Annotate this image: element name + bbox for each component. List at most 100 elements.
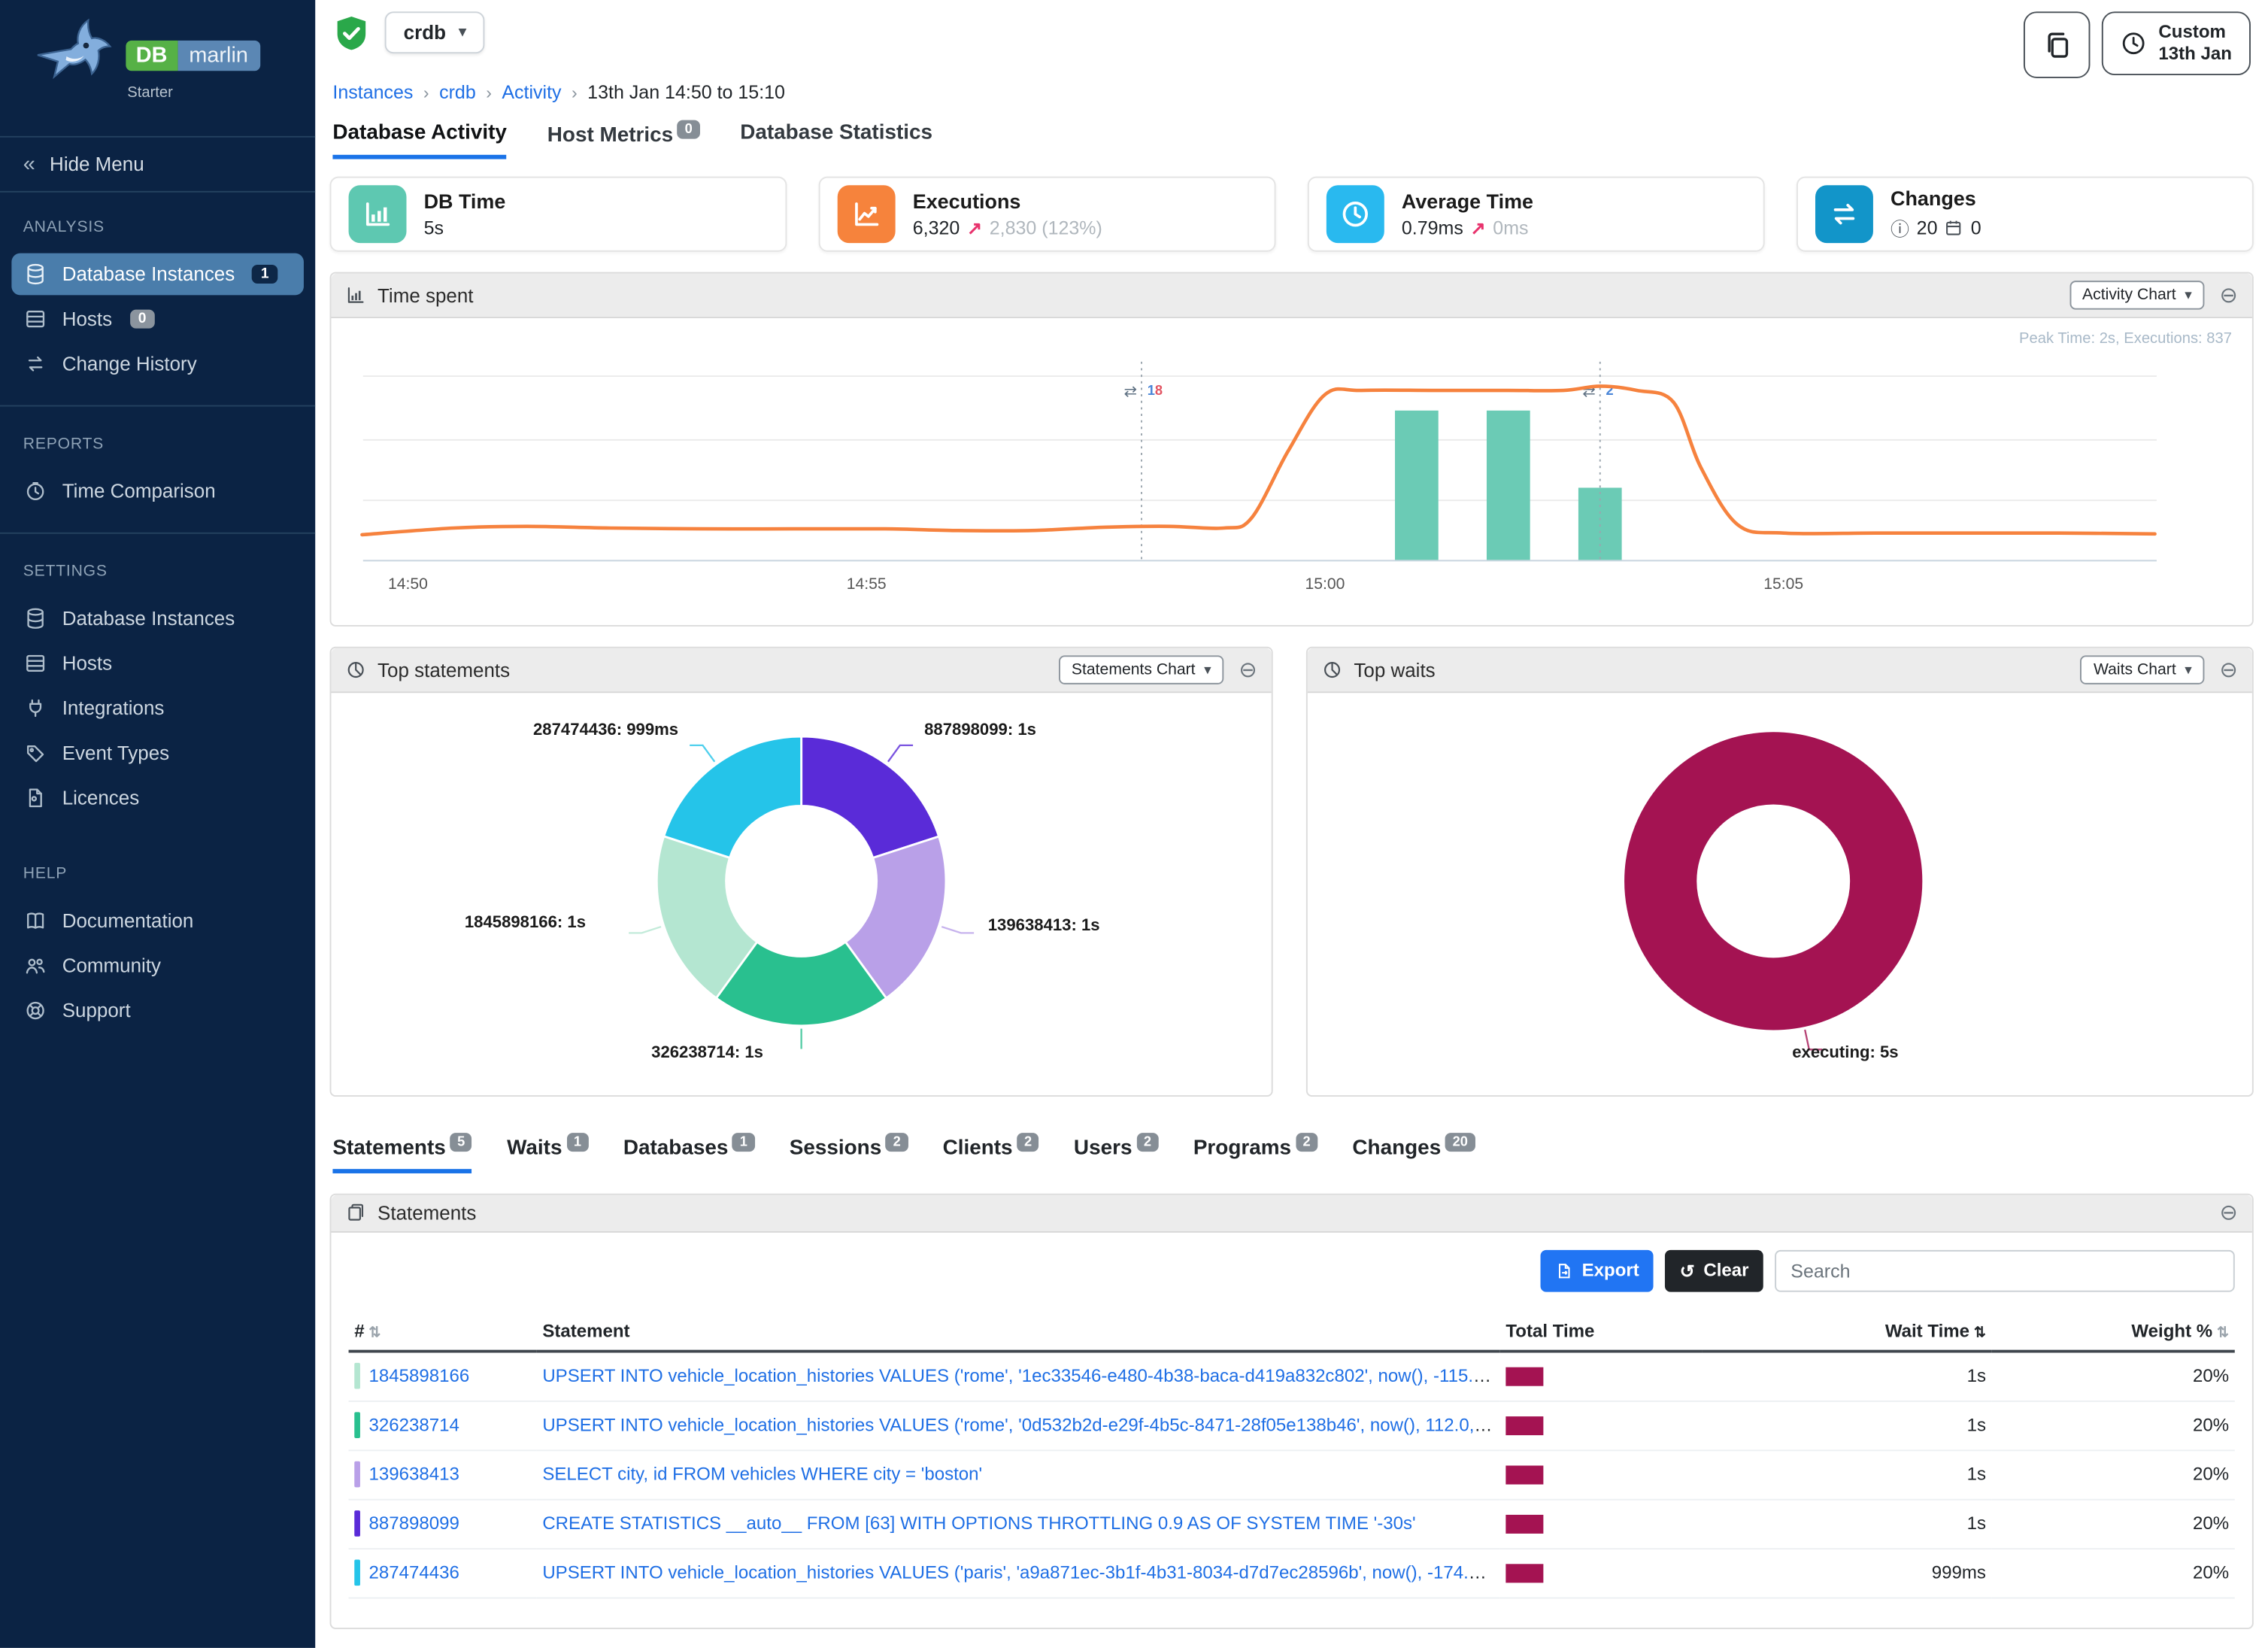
top-statements-header: Top statements Statements Chart ▾ ⊖ <box>331 648 1272 693</box>
statements-chart-select[interactable]: Statements Chart ▾ <box>1058 655 1225 684</box>
kpi-executions: Executions 6,320 ↗ 2,830 (123%) <box>818 176 1276 252</box>
tab-changes[interactable]: Changes 20 <box>1352 1133 1475 1173</box>
sidebar-item-hosts[interactable]: Hosts 0 <box>11 298 304 340</box>
sidebar-item-settings-database-instances[interactable]: Database Instances <box>11 597 304 639</box>
tab-statements[interactable]: Statements 5 <box>332 1133 472 1173</box>
instance-selector[interactable]: crdb ▾ <box>384 11 485 54</box>
edition-label: Starter <box>127 83 173 102</box>
sidebar-item-label: Event Types <box>62 742 170 764</box>
licence-icon <box>23 785 48 810</box>
sidebar-item-label: Community <box>62 955 162 977</box>
caret-down-icon: ▾ <box>2185 287 2192 303</box>
statement-link[interactable]: UPSERT INTO vehicle_location_histories V… <box>542 1415 1500 1436</box>
minus-circle-icon[interactable]: ⊖ <box>2219 283 2238 308</box>
sidebar-divider <box>0 532 316 534</box>
search-input[interactable] <box>1775 1249 2235 1292</box>
statement-id-link[interactable]: 1845898166 <box>368 1366 470 1387</box>
col-total-time[interactable]: Total Time <box>1499 1312 1703 1353</box>
col-statement[interactable]: Statement <box>536 1312 1500 1353</box>
statement-id-link[interactable]: 887898099 <box>368 1513 459 1534</box>
tab-sessions[interactable]: Sessions 2 <box>790 1133 908 1173</box>
col-weight[interactable]: Weight % ⇅ <box>1991 1312 2235 1353</box>
shield-check-icon <box>337 16 366 50</box>
activity-chart-select[interactable]: Activity Chart ▾ <box>2069 281 2206 310</box>
sidebar-item-change-history[interactable]: Change History <box>11 343 304 385</box>
svg-text:15:05: 15:05 <box>1763 575 1803 593</box>
sidebar-item-community[interactable]: Community <box>11 945 304 987</box>
sort-icon: ⇅ <box>2216 1325 2230 1341</box>
statement-link[interactable]: UPSERT INTO vehicle_location_histories V… <box>542 1366 1500 1387</box>
breadcrumb-crdb[interactable]: crdb <box>439 80 476 103</box>
tab-databases[interactable]: Databases 1 <box>623 1133 755 1173</box>
copy-link-button[interactable] <box>2024 11 2091 78</box>
count-badge: 1 <box>732 1133 755 1152</box>
sidebar-item-event-types[interactable]: Event Types <box>11 732 304 774</box>
tab-database-activity[interactable]: Database Activity <box>332 122 507 159</box>
pie-chart-icon <box>1322 660 1342 680</box>
col-wait-time[interactable]: Wait Time ⇅ <box>1702 1312 1992 1353</box>
table-toolbar: Export ↺ Clear <box>349 1249 2235 1292</box>
tab-clients[interactable]: Clients 2 <box>943 1133 1039 1173</box>
statement-id-link[interactable]: 139638413 <box>368 1464 459 1486</box>
sidebar-item-integrations[interactable]: Integrations <box>11 687 304 730</box>
total-time-bar <box>1505 1465 1544 1485</box>
color-swatch <box>354 1363 360 1390</box>
time-range-mode: Custom <box>2158 21 2226 42</box>
sidebar-item-documentation[interactable]: Documentation <box>11 900 304 942</box>
caret-down-icon: ▾ <box>1204 662 1211 678</box>
sidebar-item-label: Time Comparison <box>62 480 216 502</box>
total-time-bar <box>1505 1416 1544 1435</box>
caret-down-icon: ▾ <box>2185 662 2192 678</box>
statement-link[interactable]: SELECT city, id FROM vehicles WHERE city… <box>542 1464 983 1486</box>
waits-chart-select[interactable]: Waits Chart ▾ <box>2080 655 2206 684</box>
statement-link[interactable]: UPSERT INTO vehicle_location_histories V… <box>542 1563 1500 1583</box>
logo-db: DB <box>126 40 177 71</box>
caret-down-icon: ▾ <box>459 24 466 41</box>
clear-button[interactable]: ↺ Clear <box>1665 1249 1763 1292</box>
minus-circle-icon[interactable]: ⊖ <box>1239 657 1257 682</box>
kpi-cards: DB Time 5s Executions 6,320 ↗ 2,830 (123… <box>329 176 2254 252</box>
svg-text:⇄: ⇄ <box>1124 383 1138 400</box>
table-header-row: # ⇅ Statement Total Time Wait Time ⇅ Weigh… <box>348 1312 2235 1353</box>
weight-value: 20% <box>1991 1401 2235 1451</box>
sidebar-item-time-comparison[interactable]: Time Comparison <box>11 470 304 512</box>
hide-menu-button[interactable]: « Hide Menu <box>0 135 316 193</box>
top-waits-chart[interactable] <box>1308 693 2255 1095</box>
copy-icon <box>2048 32 2069 58</box>
minus-circle-icon[interactable]: ⊖ <box>2219 1200 2238 1225</box>
svg-text:2: 2 <box>1605 382 1613 398</box>
svg-text:14:50: 14:50 <box>388 575 428 593</box>
top-statements-chart[interactable] <box>331 693 1271 1095</box>
tab-database-statistics[interactable]: Database Statistics <box>740 121 933 145</box>
time-spent-chart-area: Peak Time: 2s, Executions: 837 14:50 14:5… <box>331 318 2251 625</box>
kpi-title: Changes <box>1891 187 1976 210</box>
statement-id-link[interactable]: 326238714 <box>368 1415 459 1436</box>
export-button[interactable]: Export <box>1539 1249 1654 1292</box>
breadcrumb-instances[interactable]: Instances <box>332 80 414 103</box>
time-range-button[interactable]: Custom 13th Jan <box>2102 11 2251 76</box>
minus-circle-icon[interactable]: ⊖ <box>2219 657 2238 682</box>
wait-time-value: 1s <box>1702 1449 1992 1501</box>
statement-link[interactable]: CREATE STATISTICS __auto__ FROM [63] WIT… <box>542 1513 1416 1534</box>
tab-users[interactable]: Users 2 <box>1074 1133 1159 1173</box>
time-spent-chart[interactable]: 14:50 14:55 15:00 15:05⇄ 18 ⇄ 2 <box>331 318 2251 625</box>
donut-label: executing: 5s <box>1792 1044 1899 1062</box>
statement-id-link[interactable]: 287474436 <box>368 1563 459 1583</box>
sidebar-item-licences[interactable]: Licences <box>11 777 304 819</box>
tab-waits[interactable]: Waits 1 <box>507 1133 589 1173</box>
table-row: 139638413 SELECT city, id FROM vehicles … <box>348 1449 2235 1501</box>
pie-chart-icon <box>346 660 366 680</box>
tab-host-metrics[interactable]: Host Metrics 0 <box>547 120 700 159</box>
tab-programs[interactable]: Programs 2 <box>1193 1133 1318 1173</box>
sidebar-item-support[interactable]: Support <box>11 990 304 1032</box>
kpi-average-time: Average Time 0.79ms ↗ 0ms <box>1307 176 1765 252</box>
server-icon <box>23 307 48 332</box>
sidebar-item-settings-hosts[interactable]: Hosts <box>11 642 304 684</box>
col-id[interactable]: # ⇅ <box>348 1312 537 1353</box>
sidebar-item-database-instances[interactable]: Database Instances 1 <box>11 253 304 296</box>
count-badge: 20 <box>1445 1133 1475 1152</box>
chevrons-left-icon: « <box>23 151 35 177</box>
panel-title: Top statements <box>377 659 511 681</box>
breadcrumb-activity[interactable]: Activity <box>502 80 562 103</box>
